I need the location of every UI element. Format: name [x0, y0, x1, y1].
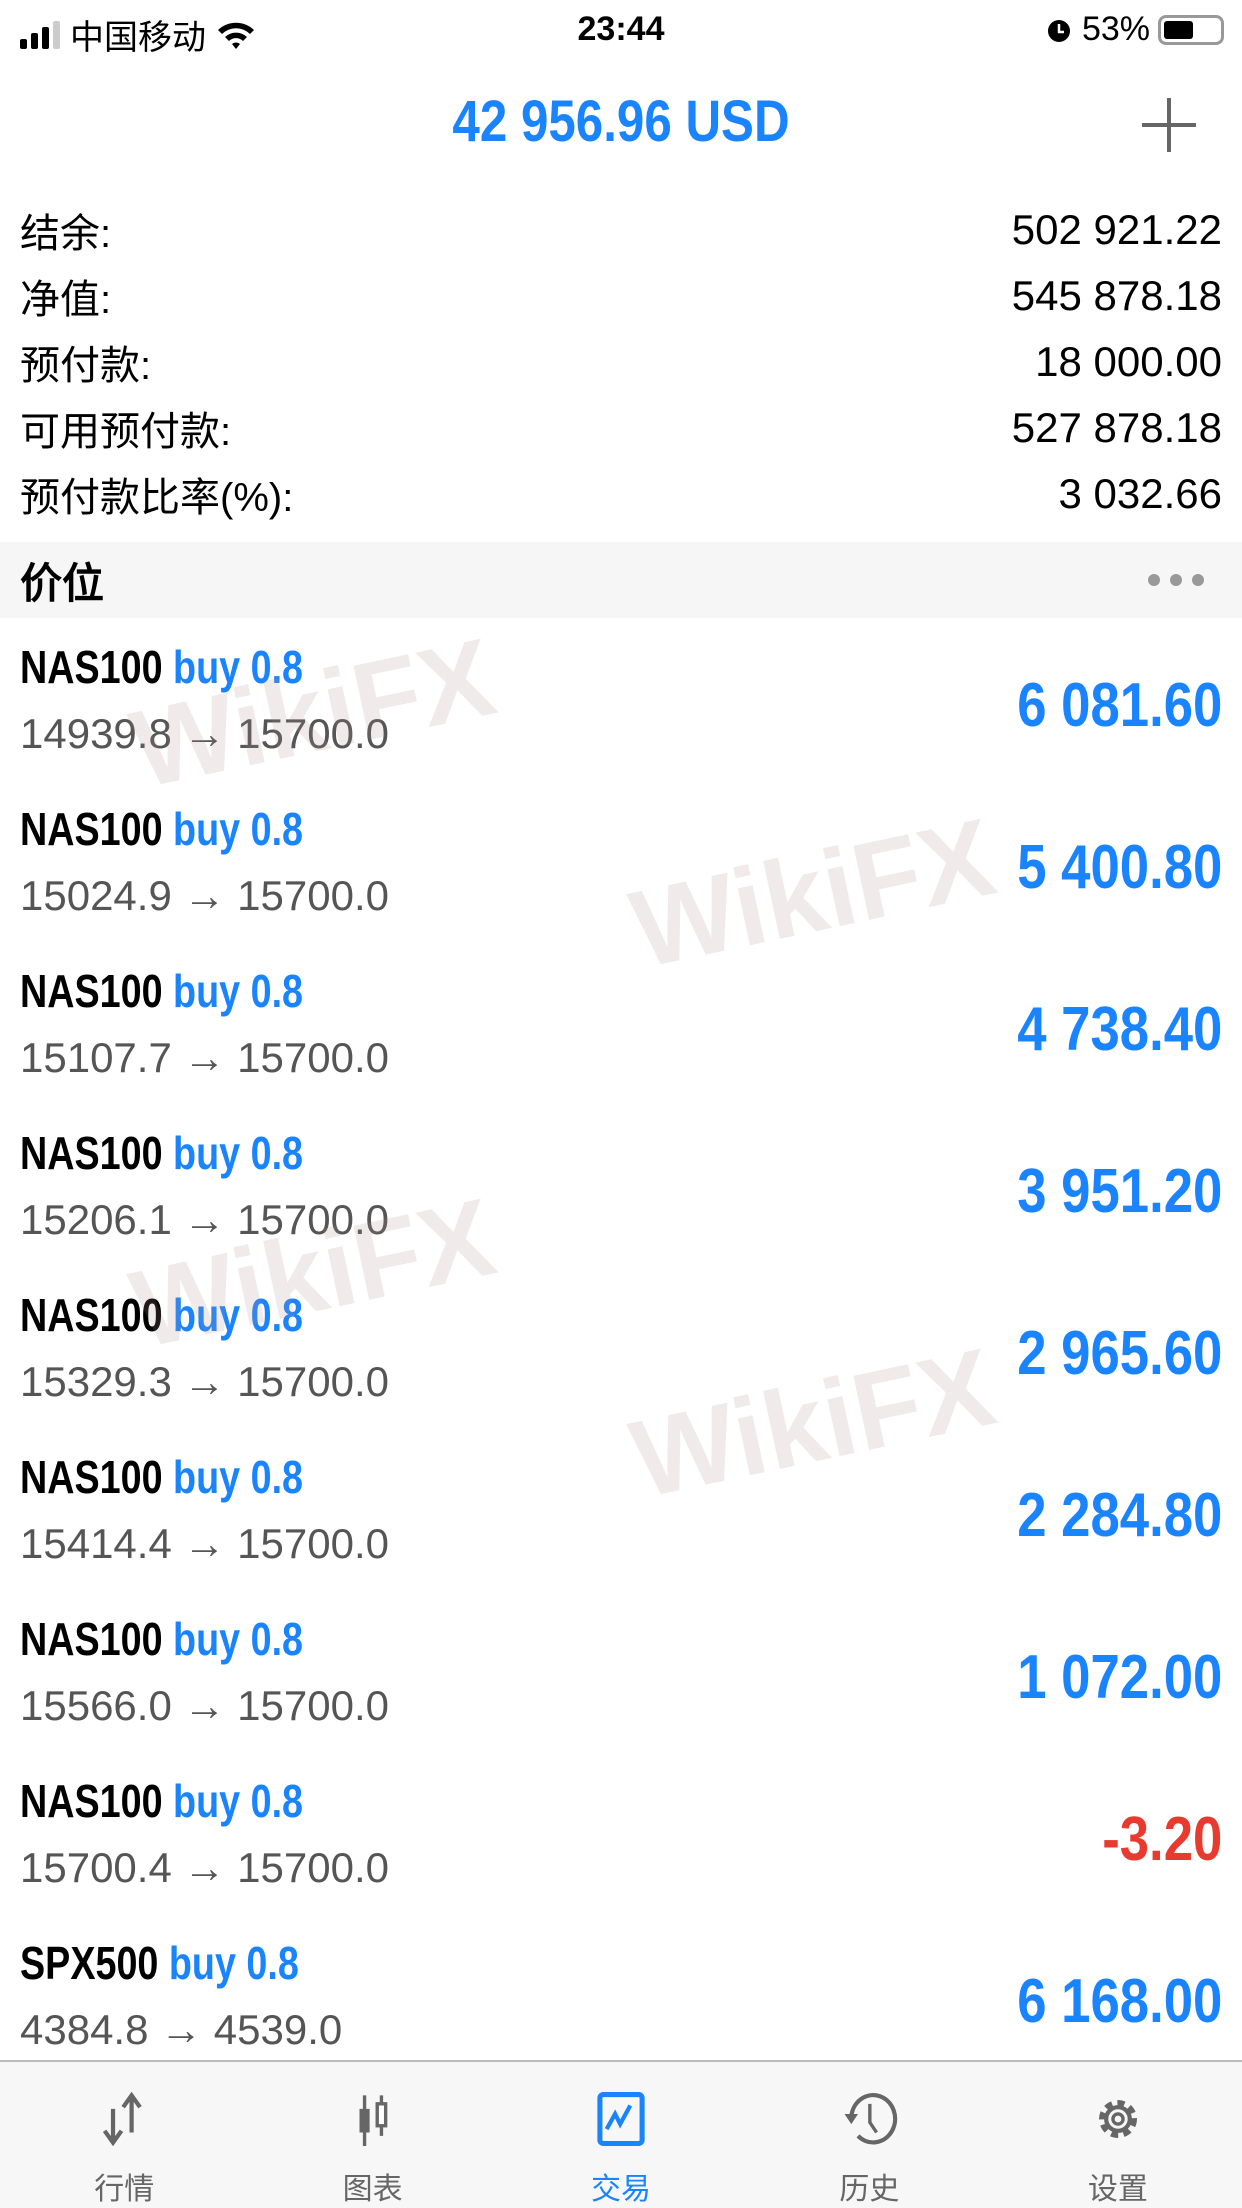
summary-row: 预付款比率(%): 3 032.66: [20, 461, 1222, 527]
position-prices: 15700.4 → 15700.0: [20, 1844, 389, 1891]
symbol: NAS100: [20, 803, 163, 855]
tab-history[interactable]: 历史: [745, 2062, 993, 2208]
tab-bar: 行情 图表 交易 历史 设置: [0, 2060, 1242, 2208]
position-profit: 6 081.60: [1016, 671, 1222, 740]
position-prices: 15206.1 → 15700.0: [20, 1196, 389, 1243]
positions-section-header: 价位: [0, 542, 1242, 618]
position-prices: 14939.8 → 15700.0: [20, 710, 389, 757]
position-symbol: NAS100 buy 0.8: [20, 1774, 303, 1828]
symbol: NAS100: [20, 1127, 163, 1179]
position-side: buy 0.8: [173, 1289, 304, 1341]
position-row[interactable]: NAS100 buy 0.8 15329.3 → 15700.0 2 965.6…: [0, 1268, 1242, 1430]
alarm-icon: [1047, 19, 1070, 42]
summary-value: 527 878.18: [1011, 404, 1222, 451]
position-profit: 6 168.00: [1016, 1967, 1222, 2036]
position-row[interactable]: NAS100 buy 0.8 14939.8 → 15700.0 6 081.6…: [0, 620, 1242, 782]
position-prices: 15329.3 → 15700.0: [20, 1358, 389, 1405]
position-symbol: NAS100 buy 0.8: [20, 1288, 303, 1342]
position-symbol: NAS100 buy 0.8: [20, 1126, 303, 1180]
position-symbol: NAS100 buy 0.8: [20, 1612, 303, 1666]
battery-percent: 53%: [1081, 10, 1150, 48]
status-bar: 中国移动 23:44 53%: [0, 0, 1242, 66]
quotes-icon: [103, 2092, 142, 2146]
tab-label: 行情: [94, 2173, 155, 2206]
tab-chart[interactable]: 图表: [248, 2062, 496, 2208]
position-symbol: NAS100 buy 0.8: [20, 640, 303, 694]
position-profit: 2 965.60: [1016, 1319, 1222, 1388]
position-side: buy 0.8: [173, 641, 304, 693]
summary-value: 3 032.66: [1058, 470, 1223, 517]
position-profit: 4 738.40: [1016, 995, 1222, 1064]
more-icon[interactable]: [1148, 574, 1204, 586]
position-side: buy 0.8: [173, 1775, 304, 1827]
position-row[interactable]: NAS100 buy 0.8 15700.4 → 15700.0 -3.20: [0, 1754, 1242, 1916]
position-symbol: NAS100 buy 0.8: [20, 1450, 303, 1504]
summary-row: 净值: 545 878.18: [20, 263, 1222, 329]
position-profit: 5 400.80: [1016, 833, 1222, 902]
summary-value: 502 921.22: [1011, 206, 1222, 253]
position-side: buy 0.8: [173, 1127, 304, 1179]
battery-icon: [1158, 14, 1224, 45]
summary-value: 545 878.18: [1011, 272, 1222, 319]
tab-quotes[interactable]: 行情: [0, 2062, 248, 2208]
position-side: buy 0.8: [173, 1451, 304, 1503]
position-prices: 15107.7 → 15700.0: [20, 1034, 389, 1081]
symbol: NAS100: [20, 965, 163, 1017]
position-profit: 1 072.00: [1016, 1643, 1222, 1712]
position-side: buy 0.8: [168, 1937, 299, 1989]
position-prices: 4384.8 → 4539.0: [20, 2006, 343, 2053]
account-balance-title: 42 956.96 USD: [452, 89, 790, 154]
tab-label: 图表: [342, 2173, 403, 2206]
position-profit: -3.20: [1101, 1805, 1222, 1874]
signal-icon: [20, 20, 60, 49]
position-side: buy 0.8: [173, 1613, 304, 1665]
summary-label: 可用预付款:: [20, 410, 232, 454]
position-prices: 15414.4 → 15700.0: [20, 1520, 389, 1567]
summary-label: 结余:: [20, 212, 112, 256]
symbol: NAS100: [20, 1289, 163, 1341]
summary-value: 18 000.00: [1035, 338, 1222, 385]
summary-label: 预付款:: [20, 344, 152, 388]
chart-icon: [359, 2095, 387, 2146]
wifi-icon: [218, 22, 254, 49]
position-row[interactable]: NAS100 buy 0.8 15024.9 → 15700.0 5 400.8…: [0, 782, 1242, 944]
symbol: NAS100: [20, 1613, 163, 1665]
symbol: NAS100: [20, 641, 163, 693]
position-row[interactable]: SPX500 buy 0.8 4384.8 → 4539.0 6 168.00: [0, 1916, 1242, 2078]
position-profit: 3 951.20: [1016, 1157, 1222, 1226]
symbol: SPX500: [20, 1937, 159, 1989]
section-title: 价位: [20, 559, 105, 607]
history-icon: [844, 2093, 898, 2145]
add-order-button[interactable]: [1142, 98, 1196, 152]
position-side: buy 0.8: [173, 803, 304, 855]
summary-label: 净值:: [20, 278, 112, 322]
symbol: NAS100: [20, 1451, 163, 1503]
settings-icon: [1098, 2100, 1137, 2138]
tab-label: 历史: [839, 2173, 900, 2206]
tab-label: 设置: [1087, 2173, 1148, 2206]
tab-settings[interactable]: 设置: [994, 2062, 1242, 2208]
position-row[interactable]: NAS100 buy 0.8 15107.7 → 15700.0 4 738.4…: [0, 944, 1242, 1106]
position-profit: 2 284.80: [1016, 1481, 1222, 1550]
clock: 23:44: [577, 10, 665, 48]
summary-row: 结余: 502 921.22: [20, 197, 1222, 263]
summary-row: 预付款: 18 000.00: [20, 329, 1222, 395]
position-row[interactable]: NAS100 buy 0.8 15414.4 → 15700.0 2 284.8…: [0, 1430, 1242, 1592]
tab-trade[interactable]: 交易: [497, 2062, 745, 2208]
summary-label: 预付款比率(%):: [20, 476, 294, 520]
trade-icon: [597, 2092, 645, 2146]
summary-row: 可用预付款: 527 878.18: [20, 395, 1222, 461]
position-symbol: NAS100 buy 0.8: [20, 964, 303, 1018]
position-symbol: SPX500 buy 0.8: [20, 1936, 299, 1990]
position-row[interactable]: NAS100 buy 0.8 15566.0 → 15700.0 1 072.0…: [0, 1592, 1242, 1754]
position-prices: 15566.0 → 15700.0: [20, 1682, 389, 1729]
tab-label: 交易: [591, 2173, 652, 2206]
position-symbol: NAS100 buy 0.8: [20, 802, 303, 856]
position-row[interactable]: NAS100 buy 0.8 15206.1 → 15700.0 3 951.2…: [0, 1106, 1242, 1268]
position-prices: 15024.9 → 15700.0: [20, 872, 389, 919]
position-side: buy 0.8: [173, 965, 304, 1017]
carrier: 中国移动: [70, 19, 206, 57]
symbol: NAS100: [20, 1775, 163, 1827]
